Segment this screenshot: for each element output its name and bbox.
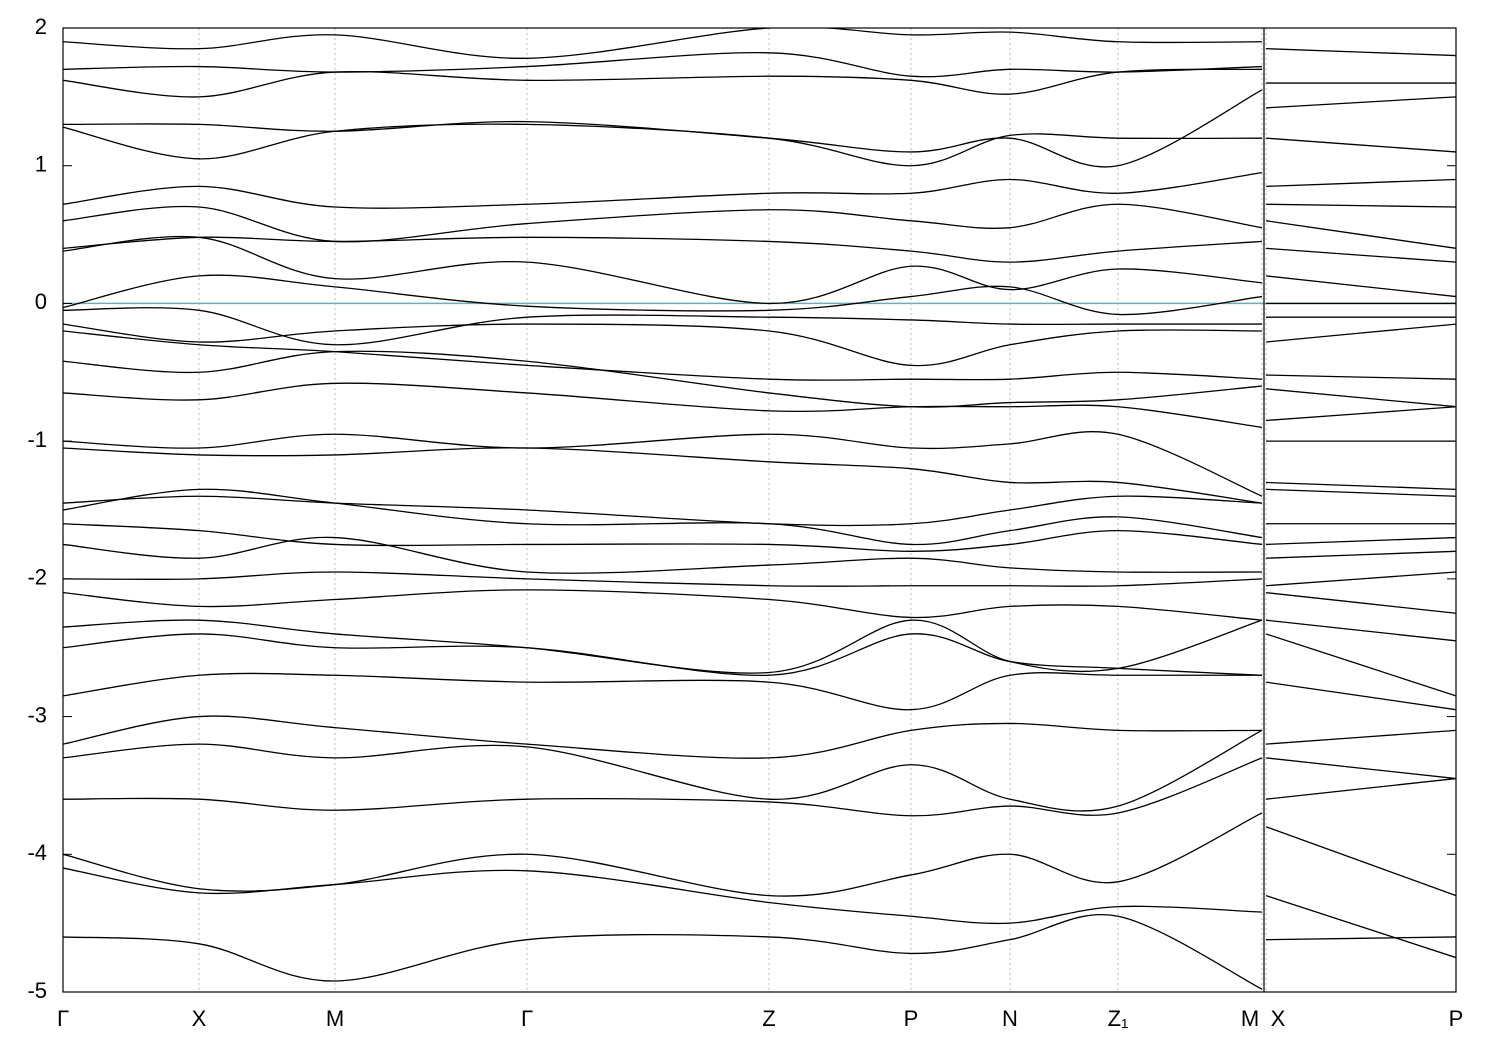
bands: [63, 28, 1456, 990]
x-tick-label: Z: [762, 1006, 775, 1031]
x-tick-label: Γ: [521, 1006, 533, 1031]
band-line: [63, 589, 1263, 621]
x-tick-label: Z₁: [1108, 1006, 1129, 1031]
band-line: [63, 715, 1263, 759]
band-line: [1265, 591, 1456, 614]
x-tick-label: P: [1449, 1006, 1464, 1031]
y-tick-label: -3: [27, 702, 47, 727]
band-line: [63, 633, 1263, 677]
x-tick-label: X: [1271, 1006, 1286, 1031]
band-line: [63, 729, 1263, 812]
band-line: [1265, 48, 1456, 57]
band-line: [63, 323, 1263, 367]
band-line: [63, 672, 1262, 711]
y-tick-label: 2: [35, 14, 47, 39]
band-line: [1265, 203, 1456, 208]
band-line: [1265, 374, 1456, 380]
x-tick-label: M: [1241, 1006, 1259, 1031]
band-line: [1265, 571, 1456, 587]
y-tick-label: -2: [27, 565, 47, 590]
y-tick-label: -5: [27, 978, 47, 1003]
band-line: [63, 235, 1263, 305]
x-tick-label: Γ: [57, 1006, 69, 1031]
band-line: [63, 867, 1263, 925]
x-tick-label: P: [904, 1006, 919, 1031]
band-line: [1265, 633, 1456, 697]
band-line: [63, 757, 1263, 817]
y-tick-label: -4: [27, 840, 47, 865]
band-line: [1265, 729, 1456, 745]
band-line: [1265, 681, 1456, 711]
band-line: [63, 536, 1263, 574]
band-line: [63, 571, 1263, 587]
band-line: [1265, 481, 1456, 490]
band-line: [1265, 936, 1456, 941]
band-line: [63, 51, 1263, 78]
band-line: [63, 495, 1263, 527]
plot-frame: [62, 27, 1457, 993]
x-tick-label: M: [326, 1006, 344, 1031]
band-line: [63, 812, 1263, 897]
grid: [62, 28, 1457, 992]
band-line: [63, 523, 1263, 552]
band-line: [63, 89, 1263, 168]
band-line: [1265, 406, 1456, 422]
band-line: [1265, 96, 1456, 109]
band-line: [63, 123, 1263, 167]
band-line: [1265, 826, 1456, 897]
y-tick-label: 1: [35, 152, 47, 177]
band-line: [63, 28, 1263, 59]
band-line: [1265, 220, 1456, 249]
band-line: [1265, 777, 1456, 800]
band-line: [63, 914, 1263, 990]
band-line: [1265, 137, 1456, 153]
band-line: [63, 203, 1263, 243]
band-line: [63, 447, 1263, 504]
y-tick-label: -1: [27, 427, 47, 452]
band-line: [1265, 488, 1456, 497]
band-line: [1265, 619, 1456, 642]
band-line: [1265, 536, 1456, 546]
band-line: [63, 68, 1263, 98]
band-line: [1265, 275, 1456, 298]
band-line: [1265, 550, 1456, 559]
band-line: [1265, 894, 1456, 959]
band-line: [63, 431, 1263, 497]
band-line: [1265, 323, 1456, 343]
band-line: [63, 171, 1263, 209]
x-tick-label: N: [1002, 1006, 1018, 1031]
band-line: [63, 274, 1263, 316]
band-line: [63, 330, 1263, 381]
band-line: [63, 382, 1263, 429]
band-line: [63, 619, 1263, 674]
band-line: [1265, 757, 1456, 780]
x-tick-label: X: [192, 1006, 207, 1031]
band-line: [63, 307, 1262, 346]
y-tick-label: 0: [35, 289, 47, 314]
band-line: [1265, 247, 1456, 263]
band-line: [1265, 388, 1456, 408]
band-line: [63, 350, 1263, 408]
band-line: [63, 236, 1263, 263]
band-line: [1265, 178, 1456, 188]
